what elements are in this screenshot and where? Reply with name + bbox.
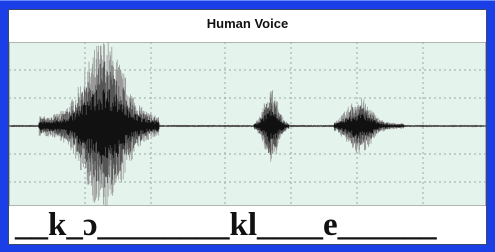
waveform-panel: Human Voice __k_ɔ________kl____e______ — [8, 9, 487, 245]
phonetic-transcript: __k_ɔ________kl____e______ — [15, 206, 485, 246]
waveform-view — [9, 42, 486, 206]
window-frame: Human Voice __k_ɔ________kl____e______ — [0, 0, 495, 252]
panel-title: Human Voice — [9, 10, 486, 40]
